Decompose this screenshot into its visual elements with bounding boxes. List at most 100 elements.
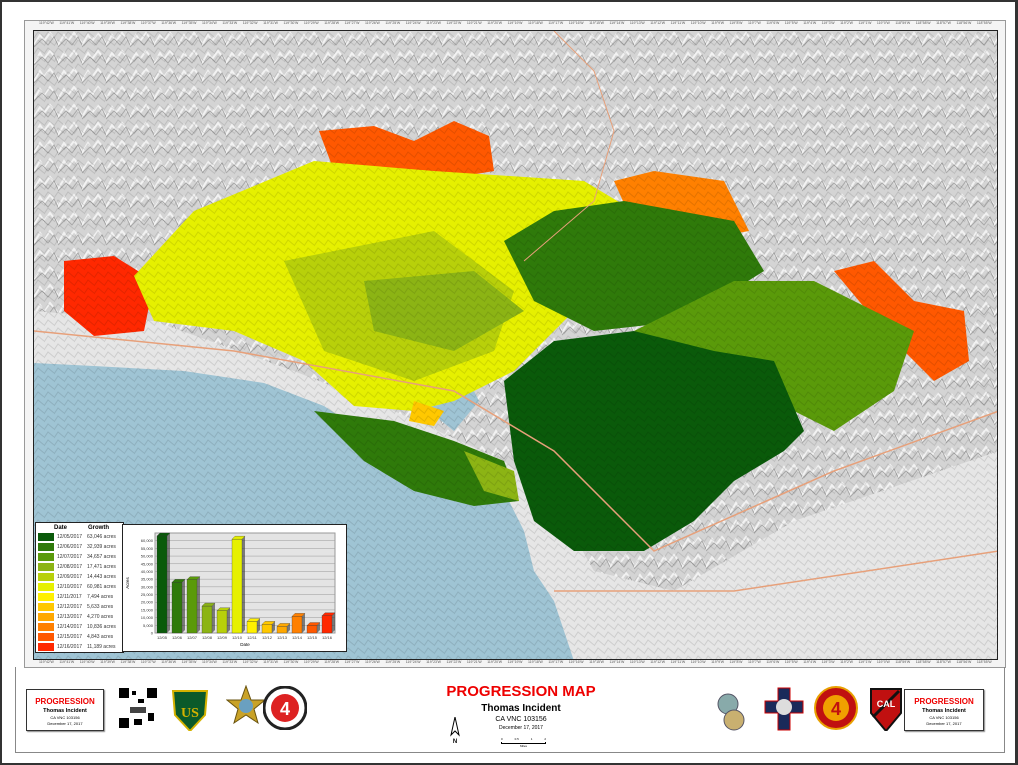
title-block: PROGRESSION Thomas Incident CA VNC 10315… [15, 667, 1005, 753]
y-tick-label: 15,000 [141, 607, 154, 612]
longitude-tick: 119°29'W [303, 660, 319, 664]
legend-swatch [38, 613, 54, 621]
x-tick-label: 12/10 [232, 635, 243, 640]
longitude-tick: 118°57'W [936, 660, 951, 664]
y-tick-label: 40,000 [141, 569, 154, 574]
bar-12/16 [321, 615, 333, 634]
bar-side [332, 612, 335, 633]
longitude-tick: 119°8'W [729, 21, 743, 25]
bar-12/09 [216, 610, 228, 634]
bar-12/08 [201, 605, 213, 634]
longitude-tick: 119°15'W [589, 660, 604, 664]
north-arrow-icon: N [450, 717, 460, 745]
map-title: PROGRESSION MAP [446, 683, 596, 700]
longitude-tick: 119°4'W [803, 660, 817, 664]
longitude-tick: 118°56'W [956, 21, 972, 25]
legend-row: 12/05/2017 63,046 acres [36, 532, 123, 542]
x-tick-label: 12/15 [307, 635, 318, 640]
legend-date: 12/05/2017 [57, 534, 83, 540]
longitude-tick: 119°31'W [263, 21, 278, 25]
legend-swatch [38, 563, 54, 571]
longitude-tick: 119°33'W [222, 660, 238, 664]
y-tick-label: 25,000 [141, 592, 154, 597]
longitude-tick: 119°38'W [120, 660, 136, 664]
legend-swatch [38, 593, 54, 601]
y-tick-label: 10,000 [141, 615, 154, 620]
legend-swatch [38, 533, 54, 541]
longitude-tick: 119°5'W [784, 21, 798, 25]
legend-row: 12/10/2017 60,981 acres [36, 582, 123, 592]
growth-bar-chart: 0 5,000 10,000 15,000 20,000 25,000 30,000 35,0… [125, 532, 336, 647]
x-tick-label: 12/05 [157, 635, 168, 640]
legend-swatch [38, 543, 54, 551]
longitude-tick: 118°55'W [976, 21, 992, 25]
bar-side [167, 533, 170, 633]
north-label: N [453, 739, 457, 745]
bar-12/11 [246, 621, 258, 634]
title-box-right: PROGRESSION Thomas Incident CA VNC 10315… [904, 689, 984, 731]
legend-swatch [38, 583, 54, 591]
longitude-tick: 119°41'W [59, 660, 75, 664]
legend-swatch [38, 553, 54, 561]
scale-tick: 1 [530, 737, 533, 741]
x-tick-label: 12/08 [202, 635, 213, 640]
legend-date: 12/14/2017 [57, 624, 83, 630]
longitude-tick: 119°26'W [365, 21, 380, 25]
longitude-tick: 119°22'W [446, 660, 462, 664]
longitude-tick: 119°34'W [202, 21, 217, 25]
bar-12/05 [156, 535, 168, 634]
longitude-tick: 119°38'W [120, 21, 136, 25]
map-view[interactable] [33, 30, 998, 660]
legend-growth: 7,494 acres [87, 594, 114, 600]
longitude-tick: 119°11'W [670, 21, 686, 25]
legend-row: 12/09/2017 14,443 acres [36, 572, 123, 582]
legend-growth: 10,836 acres [87, 624, 116, 630]
longitude-tick: 119°17'W [548, 21, 564, 25]
longitude-tick: 119°27'W [344, 21, 360, 25]
longitude-tick: 119°10'W [690, 21, 706, 25]
longitude-tick: 119°30'W [283, 660, 299, 664]
longitude-ticks-bottom: 119°42'W 119°41'W 119°40'W 119°39'W 119°38'W… [33, 660, 998, 669]
longitude-tick: 119°7'W [747, 660, 761, 664]
longitude-tick: 119°3'W [821, 660, 835, 664]
longitude-tick: 119°21'W [466, 21, 482, 25]
legend-row: 12/15/2017 4,843 acres [36, 632, 123, 642]
x-tick-label: 12/09 [217, 635, 228, 640]
svg-text:CAL: CAL [877, 699, 896, 709]
longitude-tick: 119°23'W [426, 660, 441, 664]
title-box-date: December 17, 2017 [47, 721, 83, 726]
legend-growth-header: Growth [88, 524, 109, 531]
longitude-tick: 119°0'W [876, 660, 890, 664]
legend-row: 12/11/2017 7,494 acres [36, 592, 123, 602]
incident-name: Thomas Incident [481, 703, 561, 714]
county-seals-icon [717, 693, 745, 731]
longitude-tick: 118°57'W [936, 21, 951, 25]
longitude-tick: 119°30'W [283, 21, 299, 25]
longitude-tick: 119°4'W [803, 21, 817, 25]
map-frame: 119°42'W 119°41'W 119°40'W 119°39'W 119°38'W… [24, 20, 1006, 668]
legend-swatch [38, 633, 54, 641]
longitude-tick: 119°3'W [821, 21, 835, 25]
longitude-tick: 119°28'W [324, 660, 340, 664]
longitude-tick: 119°32'W [242, 21, 258, 25]
legend-date: 12/13/2017 [57, 614, 83, 620]
y-axis-label: Acres [125, 577, 130, 589]
ventura-county-fire-icon [764, 687, 804, 731]
y-tick-label: 50,000 [141, 554, 154, 559]
longitude-tick: 118°55'W [976, 660, 992, 664]
longitude-tick: 119°40'W [79, 21, 95, 25]
usfs-shield-icon: US [171, 690, 209, 731]
bar-12/10 [231, 539, 243, 634]
bar-side [242, 536, 245, 633]
longitude-tick: 119°37'W [140, 21, 156, 25]
longitude-tick: 119°0'W [876, 21, 890, 25]
legend-growth: 17,471 acres [87, 564, 116, 570]
bar-12/14 [291, 616, 303, 634]
title-box-heading: PROGRESSION [914, 697, 974, 706]
bar-side [182, 579, 185, 633]
legend-row: 12/13/2017 4,270 acres [36, 612, 123, 622]
longitude-tick: 119°36'W [161, 660, 177, 664]
longitude-tick: 119°39'W [100, 660, 115, 664]
svg-text:4: 4 [280, 699, 290, 719]
